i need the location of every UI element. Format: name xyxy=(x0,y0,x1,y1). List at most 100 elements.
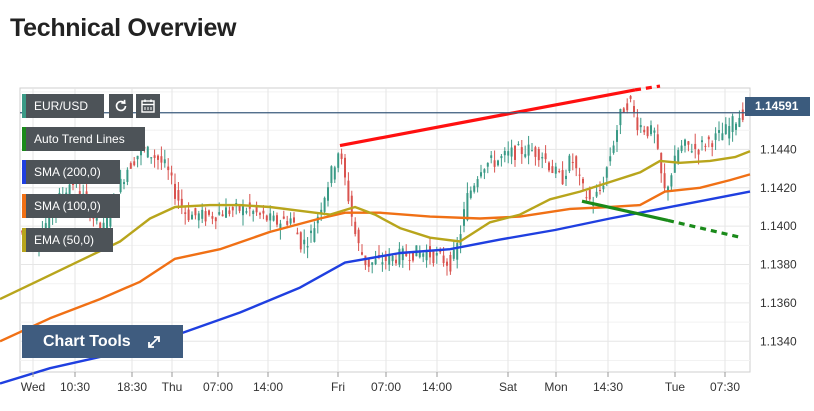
candle-body xyxy=(673,155,676,173)
candle-body xyxy=(483,169,486,173)
legend-label: SMA (200,0) xyxy=(34,165,101,179)
candle-body xyxy=(228,210,231,214)
candle-body xyxy=(575,156,578,169)
legend-sma-200[interactable]: SMA (200,0) xyxy=(22,160,120,184)
chart-tools-button[interactable]: Chart Tools xyxy=(22,325,183,358)
candle-body xyxy=(347,180,350,202)
candle-body xyxy=(520,147,523,155)
x-tick-label: 07:00 xyxy=(371,380,401,394)
candle-body xyxy=(269,213,272,221)
candle-body xyxy=(320,209,323,214)
candle-body xyxy=(537,149,540,161)
candle-body xyxy=(306,246,309,248)
candle-body xyxy=(187,209,190,221)
candle-body xyxy=(425,252,428,261)
y-tick-label: 1.1340 xyxy=(760,334,797,348)
legend-ema-50[interactable]: EMA (50,0) xyxy=(22,228,113,252)
candle-body xyxy=(626,103,629,111)
candle-body xyxy=(565,175,567,180)
candle-body xyxy=(466,193,469,221)
candle-body xyxy=(718,130,720,133)
candle-body xyxy=(452,249,455,259)
symbol-text: EUR/USD xyxy=(34,99,89,113)
candle-body xyxy=(548,162,550,171)
candle-body xyxy=(650,125,652,135)
refresh-icon xyxy=(115,99,127,112)
x-tick-label: 10:30 xyxy=(60,380,90,394)
candle-body xyxy=(680,145,683,152)
x-tick-label: 14:30 xyxy=(593,380,623,394)
candle-body xyxy=(184,212,187,214)
symbol-label[interactable]: EUR/USD xyxy=(22,94,104,118)
legend-sma-100[interactable]: SMA (100,0) xyxy=(22,194,120,218)
x-tick-label: Thu xyxy=(162,380,183,394)
candle-body xyxy=(704,145,707,147)
candle-body xyxy=(418,252,421,258)
candle-body xyxy=(690,151,693,153)
candle-body xyxy=(245,211,248,213)
candle-body xyxy=(174,183,176,199)
candle-body xyxy=(401,248,404,261)
support-trend-line xyxy=(581,199,669,222)
candle-body xyxy=(588,189,591,200)
candle-body xyxy=(303,239,306,245)
refresh-button[interactable] xyxy=(109,94,133,118)
candle-body xyxy=(238,205,241,211)
legend-label: Auto Trend Lines xyxy=(34,132,125,146)
candle-body xyxy=(656,134,659,149)
candle-body xyxy=(544,153,547,160)
chart-tools-label: Chart Tools xyxy=(43,333,131,350)
candle-body xyxy=(507,151,510,156)
x-tick-label: Wed xyxy=(21,380,45,394)
page-title: Technical Overview xyxy=(10,14,237,42)
candle-body xyxy=(276,215,278,225)
candle-body xyxy=(629,96,632,99)
candle-body xyxy=(412,251,414,261)
candle-body xyxy=(578,174,581,176)
candle-body xyxy=(663,173,666,189)
candle-body xyxy=(340,153,343,159)
candle-body xyxy=(612,145,615,153)
legend-swatch xyxy=(22,160,26,184)
candle-body xyxy=(711,143,714,147)
candle-body xyxy=(364,255,367,266)
x-tick-label: 07:30 xyxy=(710,380,740,394)
candle-body xyxy=(78,191,81,197)
candle-body xyxy=(310,230,312,234)
candle-body xyxy=(180,198,183,207)
legend-label: EMA (50,0) xyxy=(34,233,95,247)
legend-swatch xyxy=(22,228,26,252)
candle-body xyxy=(146,146,149,158)
candle-body xyxy=(728,126,731,139)
candle-body xyxy=(653,130,656,133)
candle-body xyxy=(667,186,669,192)
candle-body xyxy=(585,197,588,199)
candle-body xyxy=(361,252,363,255)
candle-body xyxy=(235,203,238,205)
legend-swatch xyxy=(22,127,26,151)
candle-body xyxy=(330,166,333,184)
candle-body xyxy=(160,156,163,163)
candle-body xyxy=(595,191,598,197)
candle-body xyxy=(694,143,697,149)
candle-body xyxy=(582,178,584,184)
series-line-sma1000 xyxy=(0,173,751,343)
candle-body xyxy=(554,166,557,174)
legend-auto-trend-lines[interactable]: Auto Trend Lines xyxy=(22,127,145,151)
candle-body xyxy=(354,221,357,235)
candle-body xyxy=(486,163,489,167)
calendar-icon xyxy=(141,99,155,113)
calendar-button[interactable] xyxy=(136,94,160,118)
candle-body xyxy=(446,261,448,266)
candle-body xyxy=(191,214,193,220)
candle-body xyxy=(721,133,724,141)
candle-body xyxy=(265,215,268,221)
candle-body xyxy=(527,144,530,156)
legend-swatch xyxy=(22,194,26,218)
candle-body xyxy=(381,262,384,265)
candle-body xyxy=(602,185,605,190)
candle-body xyxy=(398,248,401,265)
candle-body xyxy=(541,157,544,159)
candle-body xyxy=(731,116,734,133)
candle-body xyxy=(405,253,408,256)
